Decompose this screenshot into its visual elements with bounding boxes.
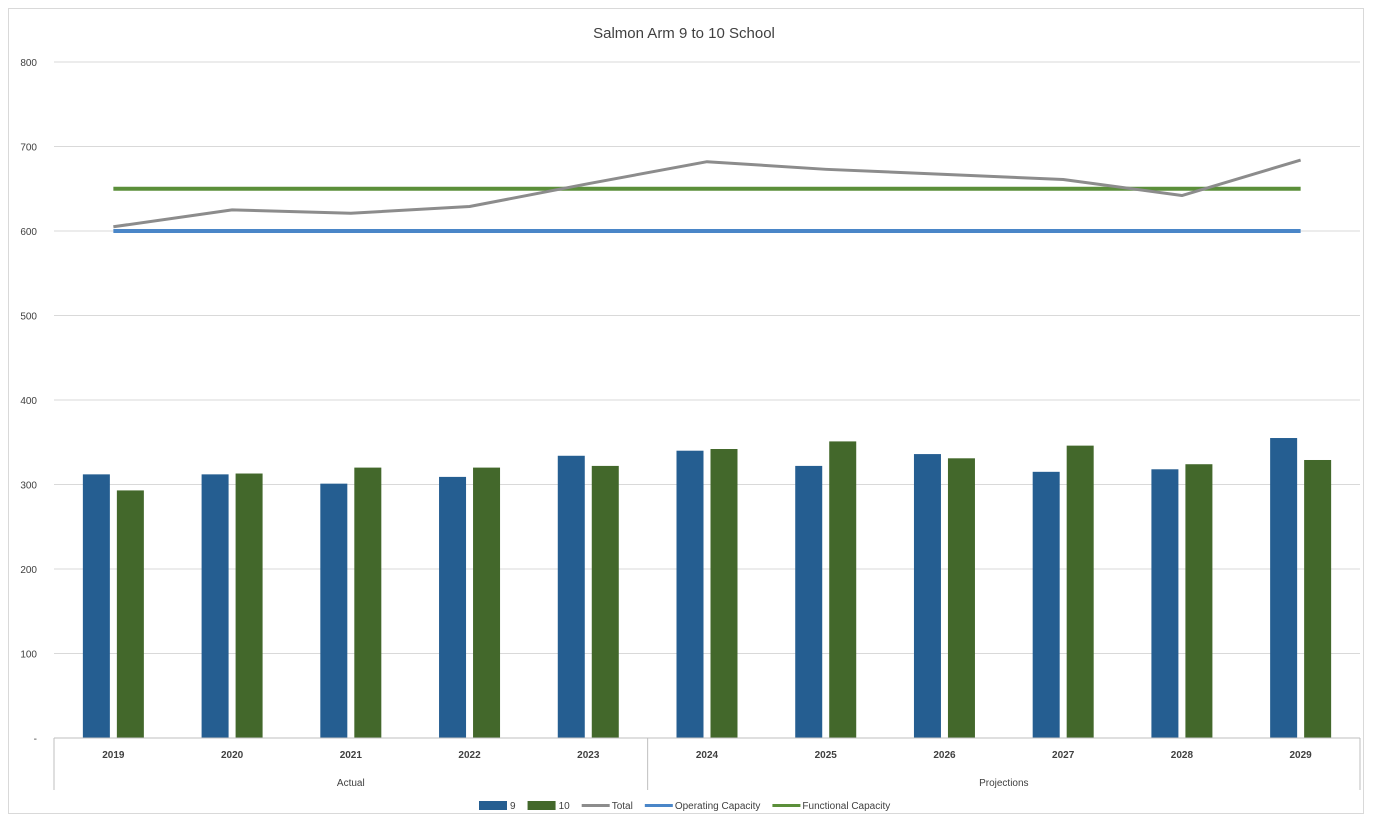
x-tick-label: 2020	[221, 750, 244, 761]
bar-9-2026	[913, 454, 941, 738]
bar-10-2020	[235, 473, 263, 738]
x-tick-label: 2019	[102, 750, 125, 761]
bar-9-2028	[1151, 469, 1179, 738]
legend-swatch-9	[479, 801, 507, 810]
line-total	[113, 158, 1302, 229]
bar-10-2029	[1304, 459, 1332, 738]
y-tick-label: 700	[20, 143, 37, 154]
x-tick-label: 2025	[815, 750, 838, 761]
chart-svg: Salmon Arm 9 to 10 School - 100 200 300 400 5…	[20, 25, 1361, 812]
bar-10-2021	[354, 467, 382, 738]
bar-9-2025	[795, 465, 823, 738]
y-tick-label: 300	[20, 481, 37, 492]
bar-10-2026	[947, 458, 975, 738]
x-tick-label: 2029	[1290, 750, 1313, 761]
bar-9-2021	[320, 483, 348, 738]
x-tick-label: 2026	[933, 750, 956, 761]
y-tick-label: 400	[20, 396, 37, 407]
bar-10-2028	[1185, 464, 1213, 738]
x-tick-label: 2027	[1052, 750, 1075, 761]
y-tick-label: -	[34, 734, 37, 745]
bar-9-2022	[439, 476, 467, 738]
chart-title: Salmon Arm 9 to 10 School	[593, 25, 775, 42]
y-tick-label: 800	[20, 58, 37, 69]
x-axis: 2019 2020 2021 2022 2023 2024 2025 2026 2027 2028…	[53, 737, 1361, 790]
chart-frame: Salmon Arm 9 to 10 School - 100 200 300 400 5…	[8, 8, 1364, 814]
bar-10-2019	[116, 490, 144, 738]
y-tick-label: 100	[20, 650, 37, 661]
bar-9-2020	[201, 474, 229, 738]
bar-9-2024	[676, 450, 704, 738]
y-tick-label: 500	[20, 312, 37, 323]
legend-label: 9	[510, 801, 516, 812]
group-label: Projections	[979, 778, 1028, 789]
x-tick-label: 2023	[577, 750, 600, 761]
bar-9-2019	[82, 474, 110, 738]
bar-9-2023	[557, 455, 585, 738]
bar-9-2027	[1032, 471, 1060, 738]
legend-label: Functional Capacity	[802, 801, 890, 812]
x-tick-label: 2021	[340, 750, 363, 761]
group-label: Actual	[337, 778, 365, 789]
legend-label: Total	[612, 801, 633, 812]
bar-10-2022	[473, 467, 501, 738]
x-tick-label: 2022	[458, 750, 481, 761]
bar-10-2027	[1066, 445, 1094, 738]
legend-label: Operating Capacity	[675, 801, 761, 812]
y-tick-label: 600	[20, 227, 37, 238]
y-axis-ticks: - 100 200 300 400 500 600 700 800	[20, 58, 37, 745]
x-tick-label: 2024	[696, 750, 719, 761]
bars	[82, 438, 1332, 738]
bar-10-2023	[591, 465, 619, 738]
series-lines	[113, 158, 1302, 233]
legend-swatch-10	[527, 801, 556, 810]
bar-10-2024	[710, 449, 738, 738]
x-tick-label: 2028	[1171, 750, 1194, 761]
bar-9-2029	[1270, 438, 1298, 738]
legend-label: 10	[559, 801, 571, 812]
legend: 9 10 Total Operating Capacity Functional Cap…	[479, 801, 890, 812]
bar-10-2025	[829, 441, 857, 738]
y-tick-label: 200	[20, 565, 37, 576]
